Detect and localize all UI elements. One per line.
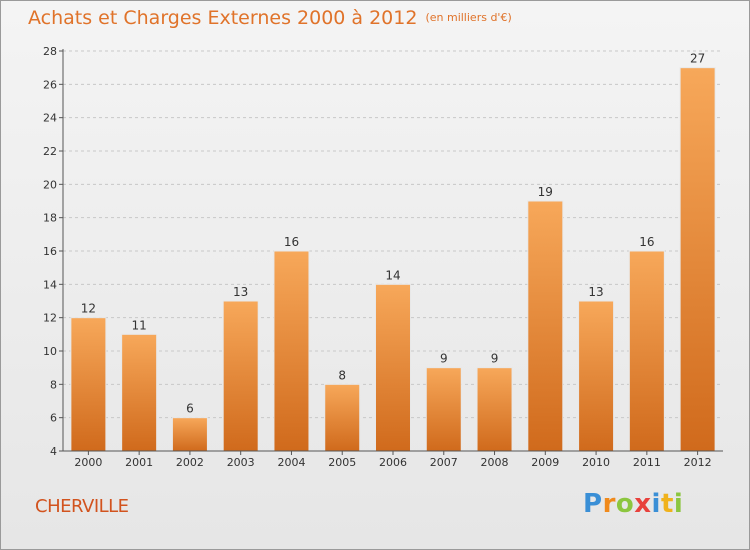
bar bbox=[679, 67, 716, 452]
bar bbox=[121, 333, 158, 452]
bar bbox=[273, 250, 310, 452]
bar bbox=[628, 250, 665, 452]
x-tick-label: 2000 bbox=[74, 456, 102, 469]
bars bbox=[70, 67, 716, 452]
data-label: 6 bbox=[186, 402, 194, 416]
data-label: 16 bbox=[284, 235, 299, 249]
bar bbox=[578, 300, 615, 452]
x-tick-labels: 2000 2001 2002 2003 2004 2005 2006 2007 2008 2009… bbox=[74, 456, 711, 469]
data-label: 9 bbox=[491, 352, 499, 366]
data-label: 13 bbox=[233, 285, 248, 299]
logo-letter: x bbox=[634, 489, 652, 519]
x-tick-label: 2006 bbox=[379, 456, 407, 469]
y-tick-label: 26 bbox=[43, 78, 57, 91]
bar bbox=[527, 200, 564, 452]
data-label: 27 bbox=[690, 52, 705, 66]
y-tick-label: 16 bbox=[43, 245, 57, 258]
bar bbox=[222, 300, 259, 452]
chart-title: Achats et Charges Externes 2000 à 2012 (e… bbox=[28, 7, 512, 29]
bar bbox=[476, 367, 513, 452]
bar bbox=[324, 383, 361, 452]
logo-letter: i bbox=[651, 489, 661, 519]
x-tick-label: 2003 bbox=[227, 456, 255, 469]
y-tick-label: 8 bbox=[50, 378, 57, 391]
logo-letter: i bbox=[673, 489, 684, 519]
data-label: 11 bbox=[132, 318, 147, 332]
data-label: 8 bbox=[338, 368, 346, 382]
y-tick-label: 24 bbox=[43, 112, 57, 125]
x-tick-label: 2010 bbox=[582, 456, 610, 469]
x-tick-label: 2004 bbox=[277, 456, 305, 469]
x-tick-label: 2012 bbox=[684, 456, 712, 469]
y-tick-label: 22 bbox=[43, 145, 57, 158]
y-tick-label: 12 bbox=[43, 312, 57, 325]
y-tick-labels: 4 6 8 10 12 14 16 18 20 22 24 26 28 bbox=[43, 45, 57, 458]
y-tick-label: 14 bbox=[43, 278, 57, 291]
axes bbox=[59, 49, 723, 455]
y-tick-label: 6 bbox=[50, 412, 57, 425]
x-tick-label: 2007 bbox=[430, 456, 458, 469]
data-labels: 12 11 6 13 16 8 14 9 9 19 13 16 27 bbox=[81, 52, 706, 416]
x-tick-label: 2011 bbox=[633, 456, 661, 469]
data-label: 16 bbox=[639, 235, 654, 249]
y-tick-label: 4 bbox=[50, 445, 57, 458]
x-tick-label: 2009 bbox=[531, 456, 559, 469]
data-label: 13 bbox=[588, 285, 603, 299]
commune-name: CHERVILLE bbox=[35, 496, 129, 517]
logo-letter: r bbox=[602, 489, 616, 519]
unit-note: (en milliers d'€) bbox=[425, 11, 512, 24]
proxiti-logo: Proxiti bbox=[583, 489, 683, 519]
y-tick-label: 10 bbox=[43, 345, 57, 358]
logo-letter: o bbox=[615, 489, 635, 519]
title-text: Achats et Charges Externes 2000 à 2012 bbox=[28, 7, 418, 29]
data-label: 14 bbox=[385, 268, 400, 282]
logo-letter: P bbox=[583, 489, 603, 519]
bar bbox=[375, 283, 411, 452]
x-tick-label: 2005 bbox=[328, 456, 356, 469]
x-tick-label: 2002 bbox=[176, 456, 204, 469]
y-tick-label: 28 bbox=[43, 45, 57, 58]
bar bbox=[171, 417, 208, 452]
logo-letter: t bbox=[660, 489, 674, 519]
bar bbox=[425, 367, 462, 452]
x-tick-label: 2001 bbox=[125, 456, 153, 469]
x-tick-label: 2008 bbox=[481, 456, 509, 469]
data-label: 12 bbox=[81, 302, 96, 316]
y-tick-label: 18 bbox=[43, 212, 57, 225]
data-label: 9 bbox=[440, 352, 448, 366]
y-tick-label: 20 bbox=[43, 178, 57, 191]
bar bbox=[70, 317, 107, 452]
data-label: 19 bbox=[538, 185, 553, 199]
